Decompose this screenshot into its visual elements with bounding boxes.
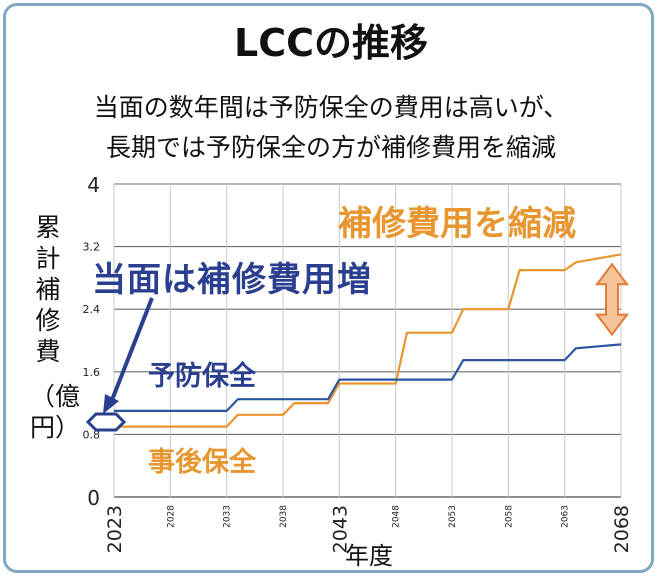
y-tick-label: 0.8 (83, 428, 101, 441)
x-tick-label: 2048 (392, 505, 402, 528)
series-label-reactive: 事後保全 (148, 447, 256, 478)
x-tick-label: 2028 (166, 505, 176, 528)
callout-arrowhead (103, 394, 119, 414)
annotation-cost-increase: 当面は補修費用増 (92, 260, 372, 300)
x-tick-label: 2033 (223, 505, 233, 528)
x-tick-label: 2053 (448, 505, 458, 528)
series-line-reactive (114, 253, 622, 428)
x-tick-label: 2063 (561, 505, 571, 528)
callout-arrow-line (110, 297, 154, 401)
chart-frame (3, 3, 654, 573)
series-line-preventive (114, 343, 622, 412)
y-tick-label: 0 (87, 486, 100, 510)
subtitle-line-2: 長期では予防保全の方が補修費用を縮減 (105, 133, 556, 162)
initial-gap-marker (85, 412, 127, 432)
x-tick-label: 2038 (279, 505, 289, 528)
chart-title: LCCの推移 (234, 21, 428, 65)
reduction-double-arrow (595, 262, 629, 337)
annotation-cost-reduction: 補修費用を縮減 (338, 204, 576, 244)
series-label-preventive: 予防保全 (148, 361, 256, 392)
y-tick-label: 3.2 (83, 241, 101, 254)
y-tick-label: 4 (87, 173, 100, 197)
x-tick-label: 2068 (611, 505, 633, 553)
y-tick-label: 2.4 (83, 303, 101, 316)
x-tick-label: 2043 (329, 505, 351, 553)
y-tick-label: 1.6 (83, 366, 101, 379)
x-tick-label: 2058 (504, 505, 514, 528)
x-axis-label: 年度 (345, 542, 393, 570)
x-tick-label: 2023 (104, 505, 126, 553)
subtitle-line-1: 当面の数年間は予防保全の費用は高いが、 (93, 93, 569, 122)
y-axis-label-main: 累計補修費 (35, 213, 61, 366)
